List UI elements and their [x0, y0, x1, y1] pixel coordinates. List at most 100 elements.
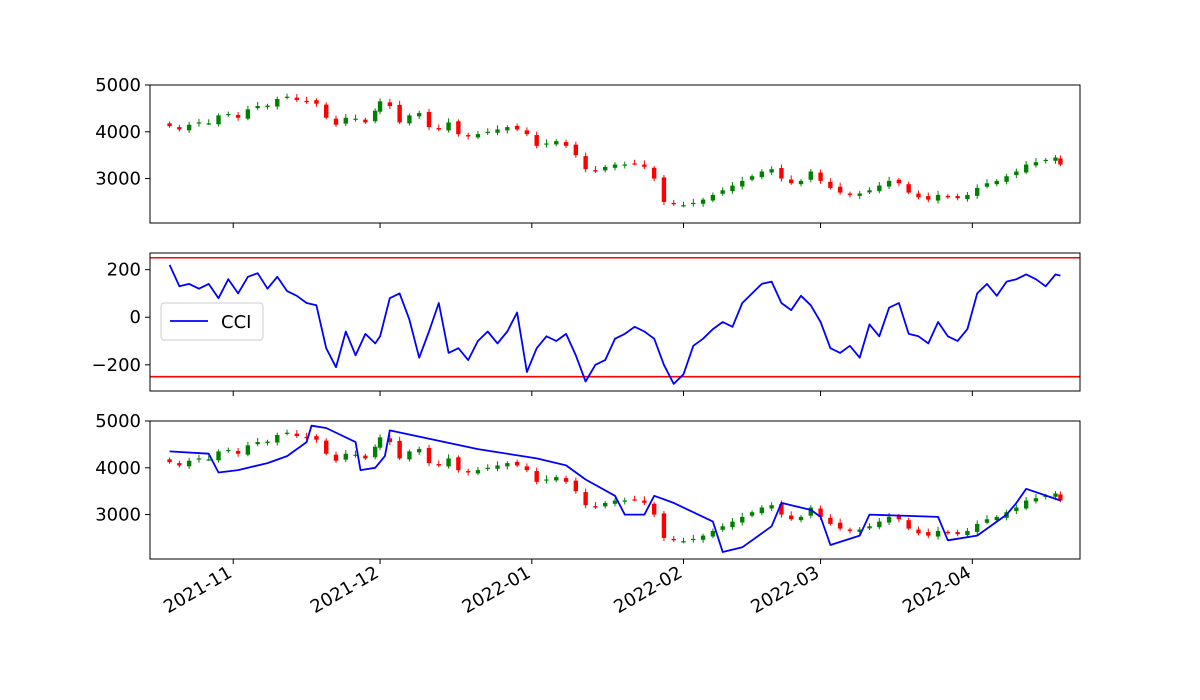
- price-candle: [955, 196, 960, 199]
- price-stop-candle: [828, 517, 833, 524]
- price-panel: 3000 4000 5000: [95, 75, 1081, 228]
- price-stop-candle: [837, 522, 843, 529]
- price-candle: [769, 169, 774, 173]
- price-stop-candle: [426, 447, 432, 464]
- price-stop-candle: [514, 461, 520, 466]
- price-stop-candle: [177, 463, 182, 466]
- price-stop-candle: [235, 450, 241, 454]
- price-y-axis: 3000 4000 5000: [95, 75, 150, 190]
- price-candle: [700, 199, 706, 204]
- price-stop-candle: [387, 438, 393, 443]
- price-stop-candle: [583, 492, 588, 506]
- price-candle: [524, 130, 530, 135]
- price-candle: [828, 181, 833, 188]
- cci-ytick-label: 200: [107, 260, 141, 281]
- price-stop-y-axis: 3000 4000 5000: [95, 411, 150, 526]
- price-stop-candle: [681, 541, 686, 543]
- price-stop-candle: [691, 538, 696, 541]
- cci-panel: −200 0 200 CCI: [92, 252, 1081, 396]
- price-stop-candle: [955, 532, 960, 535]
- price-stop-candle: [720, 526, 725, 530]
- price-stop-candle: [779, 504, 784, 515]
- price-stop-candle: [363, 455, 368, 459]
- price-candle: [661, 177, 667, 202]
- price-candle: [1014, 171, 1019, 176]
- price-candle: [495, 129, 500, 133]
- price-stop-candle: [710, 530, 716, 537]
- price-stop-candle: [1058, 494, 1063, 501]
- price-candle: [544, 143, 549, 145]
- price-stop-candle: [343, 453, 348, 460]
- price-candle: [975, 187, 980, 196]
- price-candle: [372, 110, 378, 122]
- price-candle: [1053, 157, 1058, 161]
- price-stop-candle: [304, 436, 309, 439]
- price-stop-candle: [475, 470, 481, 474]
- price-candle: [465, 135, 471, 137]
- price-stop-candle: [353, 454, 358, 456]
- price-stop-candle: [926, 532, 931, 536]
- price-stop-candle: [661, 513, 667, 538]
- price-candle: [167, 123, 172, 127]
- price-candle: [916, 193, 921, 198]
- price-candle: [216, 115, 221, 125]
- price-stop-candle: [877, 521, 882, 528]
- price-stop-candle: [436, 464, 441, 466]
- price-candle: [681, 205, 686, 207]
- price-candle: [353, 118, 358, 120]
- price-stop-candle: [255, 442, 260, 445]
- price-stop-ytick-label: 3000: [95, 505, 141, 526]
- price-candle: [397, 104, 402, 123]
- price-stop-candle: [563, 478, 569, 482]
- price-stop-candle: [505, 463, 510, 467]
- price-stop-candle: [495, 465, 500, 469]
- price-stop-candle: [407, 451, 412, 460]
- price-stop-candle: [994, 516, 999, 521]
- price-stop-candle: [935, 530, 941, 537]
- price-candle: [417, 113, 422, 117]
- price-candle: [245, 109, 251, 119]
- price-candle: [343, 117, 348, 124]
- price-stop-candle: [671, 538, 676, 541]
- price-candle: [275, 99, 280, 107]
- price-candle: [779, 168, 784, 179]
- price-stop-candle: [818, 508, 823, 517]
- price-candle: [475, 134, 481, 138]
- price-candle: [710, 194, 716, 201]
- price-stop-candle: [226, 450, 231, 452]
- price-stop-candle: [945, 531, 951, 534]
- price-stop-candle: [984, 519, 990, 523]
- price-candle: [426, 111, 432, 128]
- legend: CCI: [160, 302, 264, 341]
- price-stop-candle: [808, 507, 813, 516]
- price-candle: [206, 123, 211, 125]
- price-candle: [984, 183, 990, 187]
- price-candle: [740, 180, 745, 187]
- price-stop-candle: [534, 471, 539, 482]
- price-stop-candle: [857, 529, 862, 532]
- price-stop-candle: [867, 526, 872, 529]
- price-stop-candle: [759, 507, 765, 514]
- price-stop-candle: [965, 530, 970, 536]
- price-stop-candle: [622, 500, 627, 502]
- price-candle: [603, 166, 608, 171]
- price-candle: [196, 122, 202, 124]
- cci-axes-frame: [149, 252, 1081, 392]
- price-candle: [1033, 162, 1039, 166]
- price-stop-candle: [265, 441, 270, 443]
- price-stop-candle: [789, 515, 794, 520]
- price-candle: [837, 186, 843, 193]
- price-candle: [945, 195, 951, 198]
- cci-ytick-label: 0: [130, 307, 141, 328]
- price-candle: [573, 144, 579, 156]
- price-stop-candle: [1043, 495, 1048, 498]
- price-candle: [632, 163, 637, 165]
- price-candle: [265, 105, 270, 107]
- price-candle: [177, 127, 182, 130]
- price-stop-candle: [1014, 507, 1019, 512]
- price-stop-axes-frame: [149, 420, 1081, 560]
- price-candle: [226, 114, 231, 116]
- price-stop-candle: [377, 437, 383, 448]
- price-candle: [554, 141, 559, 145]
- price-candle: [642, 164, 647, 167]
